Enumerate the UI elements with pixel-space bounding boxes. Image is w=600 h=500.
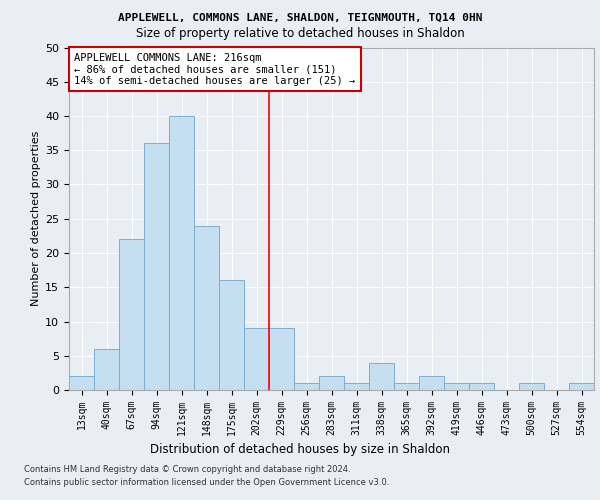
Text: APPLEWELL, COMMONS LANE, SHALDON, TEIGNMOUTH, TQ14 0HN: APPLEWELL, COMMONS LANE, SHALDON, TEIGNM… [118, 12, 482, 22]
Bar [194, 226, 218, 390]
Bar [94, 349, 119, 390]
Bar [370, 362, 394, 390]
Bar [145, 144, 169, 390]
Bar [520, 383, 544, 390]
Bar [469, 383, 494, 390]
Bar [569, 383, 593, 390]
Bar [319, 376, 344, 390]
Text: Contains public sector information licensed under the Open Government Licence v3: Contains public sector information licen… [24, 478, 389, 487]
Bar [445, 383, 469, 390]
Bar [295, 383, 319, 390]
Bar [394, 383, 419, 390]
Text: APPLEWELL COMMONS LANE: 216sqm
← 86% of detached houses are smaller (151)
14% of: APPLEWELL COMMONS LANE: 216sqm ← 86% of … [74, 52, 355, 86]
Text: Size of property relative to detached houses in Shaldon: Size of property relative to detached ho… [136, 28, 464, 40]
Bar [169, 116, 194, 390]
Bar [70, 376, 94, 390]
Bar [269, 328, 293, 390]
Bar [119, 240, 143, 390]
Bar [344, 383, 368, 390]
Text: Distribution of detached houses by size in Shaldon: Distribution of detached houses by size … [150, 442, 450, 456]
Bar [244, 328, 269, 390]
Bar [419, 376, 443, 390]
Text: Contains HM Land Registry data © Crown copyright and database right 2024.: Contains HM Land Registry data © Crown c… [24, 466, 350, 474]
Bar [220, 280, 244, 390]
Y-axis label: Number of detached properties: Number of detached properties [31, 131, 41, 306]
